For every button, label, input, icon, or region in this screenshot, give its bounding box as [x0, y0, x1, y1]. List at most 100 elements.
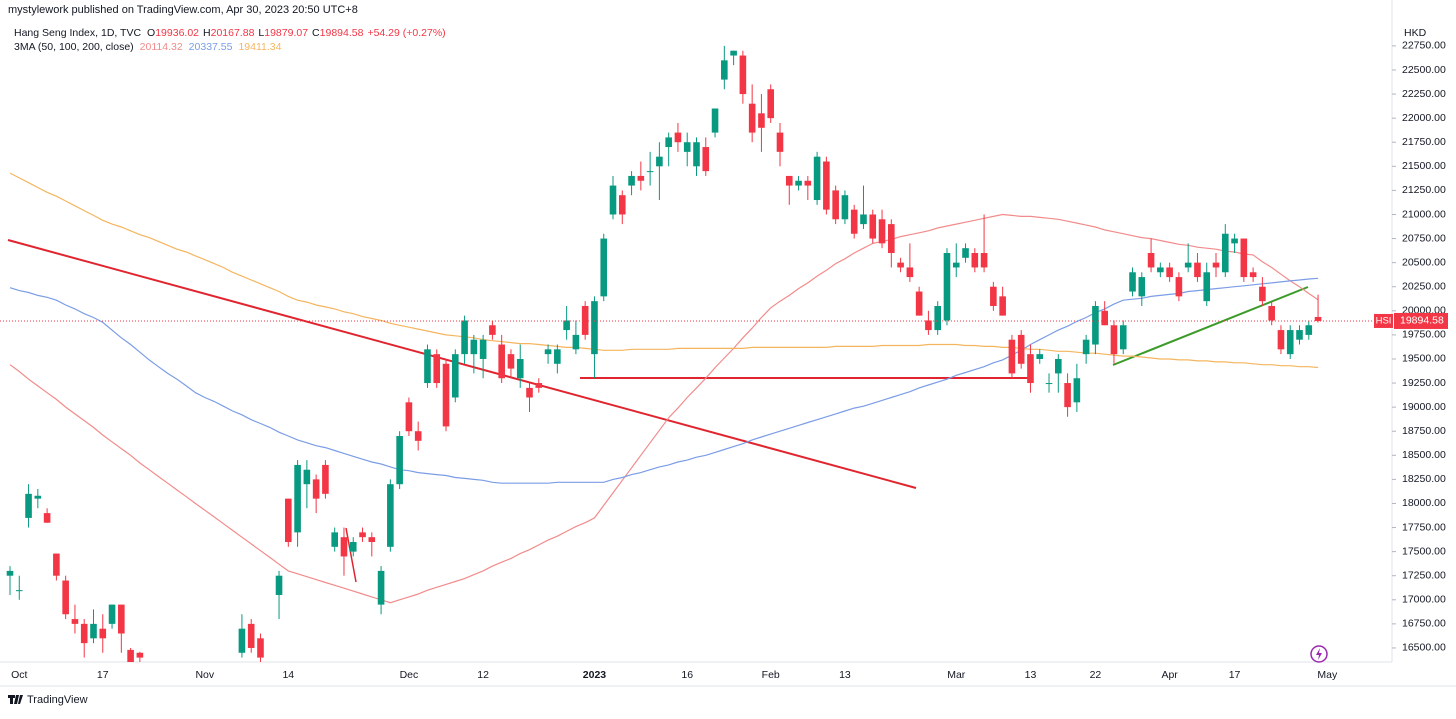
- candle-body: [711, 108, 719, 133]
- candle-body: [906, 267, 914, 278]
- moving-average-line: [9, 277, 1319, 484]
- candle-body: [776, 132, 784, 152]
- x-tick-label: Dec: [400, 669, 419, 681]
- legend-ohlc-value: 19936.02: [155, 27, 199, 39]
- moving-average-line: [9, 213, 1319, 604]
- x-tick-label: Oct: [11, 669, 27, 681]
- candle-body: [693, 142, 700, 167]
- candle-body: [1277, 330, 1285, 350]
- legend-ma-value: 20337.55: [189, 41, 233, 53]
- y-tick-label: 16750.00: [1402, 618, 1446, 630]
- candle-body: [62, 580, 69, 615]
- legend-ohlc-label: C: [312, 27, 320, 39]
- legend-symbol: Hang Seng Index, 1D, TVC: [14, 27, 141, 39]
- y-tick-label: 21000.00: [1402, 208, 1446, 220]
- candle-body: [1064, 383, 1071, 408]
- candle-body: [6, 570, 14, 576]
- candle-body: [80, 623, 88, 644]
- legend-ohlc-value: 20167.88: [211, 27, 255, 39]
- candle-body: [795, 180, 802, 186]
- candle-body: [99, 628, 107, 639]
- legend: Hang Seng Index, 1D, TVC 3MA (50, 100, 2…: [14, 27, 446, 53]
- y-tick-label: 22750.00: [1402, 40, 1446, 52]
- candle-body: [349, 541, 357, 552]
- short-line: [345, 527, 357, 583]
- candle-body: [1092, 305, 1099, 345]
- candle-body: [312, 479, 320, 499]
- candle-body: [451, 354, 459, 398]
- legend-ohlc-label: O: [147, 27, 155, 39]
- y-tick-label: 20750.00: [1402, 232, 1446, 244]
- candle-body: [1296, 330, 1303, 340]
- alert-circle[interactable]: [1310, 645, 1328, 663]
- drawings: [7, 239, 1309, 583]
- x-tick-label: May: [1317, 669, 1338, 681]
- candle-body: [572, 334, 580, 350]
- candle-body: [674, 132, 682, 143]
- candle-body: [628, 175, 635, 186]
- candle-body: [424, 349, 431, 384]
- candle-body: [340, 537, 348, 557]
- y-tick-label: 17000.00: [1402, 594, 1446, 606]
- candle-body: [990, 286, 997, 306]
- candle-body: [275, 575, 283, 595]
- candle-body: [1138, 277, 1146, 297]
- candle-body: [1286, 330, 1294, 355]
- candle-body: [43, 513, 51, 523]
- y-tick-label: 19500.00: [1402, 353, 1446, 365]
- x-tick-label: 14: [282, 669, 294, 681]
- candle-body: [1119, 325, 1127, 350]
- candle-body: [442, 363, 450, 427]
- candle-body: [1249, 272, 1257, 278]
- candle-body: [646, 171, 654, 173]
- brand-logo: [8, 695, 23, 704]
- candle-body: [34, 495, 42, 499]
- candle-body: [554, 349, 561, 364]
- y-tick-label: 18250.00: [1402, 473, 1446, 485]
- candle-body: [1268, 305, 1275, 321]
- publisher: mystylework published on TradingView.com…: [8, 4, 358, 16]
- candle-body: [832, 190, 839, 220]
- y-tick-label: 18000.00: [1402, 497, 1446, 509]
- candle-body: [294, 464, 301, 533]
- candle-body: [1008, 339, 1016, 374]
- candle-body: [507, 354, 515, 369]
- candle-body: [869, 214, 877, 239]
- x-tick-label: Mar: [947, 669, 966, 681]
- brand-name: TradingView: [27, 694, 88, 706]
- candle-body: [71, 619, 79, 624]
- candle-body: [813, 156, 821, 201]
- candle-body: [322, 464, 329, 494]
- price-value: 19894.58: [1400, 315, 1444, 327]
- y-tick-label: 21750.00: [1402, 136, 1446, 148]
- candle-body: [739, 55, 747, 95]
- candle-body: [1045, 383, 1053, 385]
- candle-body: [53, 553, 60, 576]
- candle-body: [850, 209, 858, 234]
- x-tick-label: 13: [1025, 669, 1037, 681]
- candle-body: [285, 498, 292, 542]
- y-tick-label: 18500.00: [1402, 449, 1446, 461]
- candle-body: [730, 50, 737, 56]
- candle-body: [1184, 262, 1192, 268]
- candle-body: [127, 649, 134, 662]
- legend-indicator: 3MA (50, 100, 200, close): [14, 41, 134, 53]
- candle-body: [257, 638, 264, 658]
- x-tick-label: 12: [477, 669, 489, 681]
- candle-body: [303, 469, 311, 485]
- legend-ma-value: 19411.34: [238, 41, 281, 53]
- candle-body: [489, 325, 496, 335]
- plot-area: [0, 45, 1392, 662]
- candle-body: [860, 214, 867, 225]
- alert-icon[interactable]: [1310, 645, 1328, 663]
- y-tick-label: 22250.00: [1402, 88, 1446, 100]
- y-tick-label: 20250.00: [1402, 281, 1446, 293]
- y-tick-label: 19250.00: [1402, 377, 1446, 389]
- candle-body: [563, 320, 570, 331]
- alert-bolt[interactable]: [1316, 648, 1322, 660]
- x-tick-label: 17: [1229, 669, 1241, 681]
- candle-body: [823, 161, 830, 210]
- candle-body: [535, 383, 543, 388]
